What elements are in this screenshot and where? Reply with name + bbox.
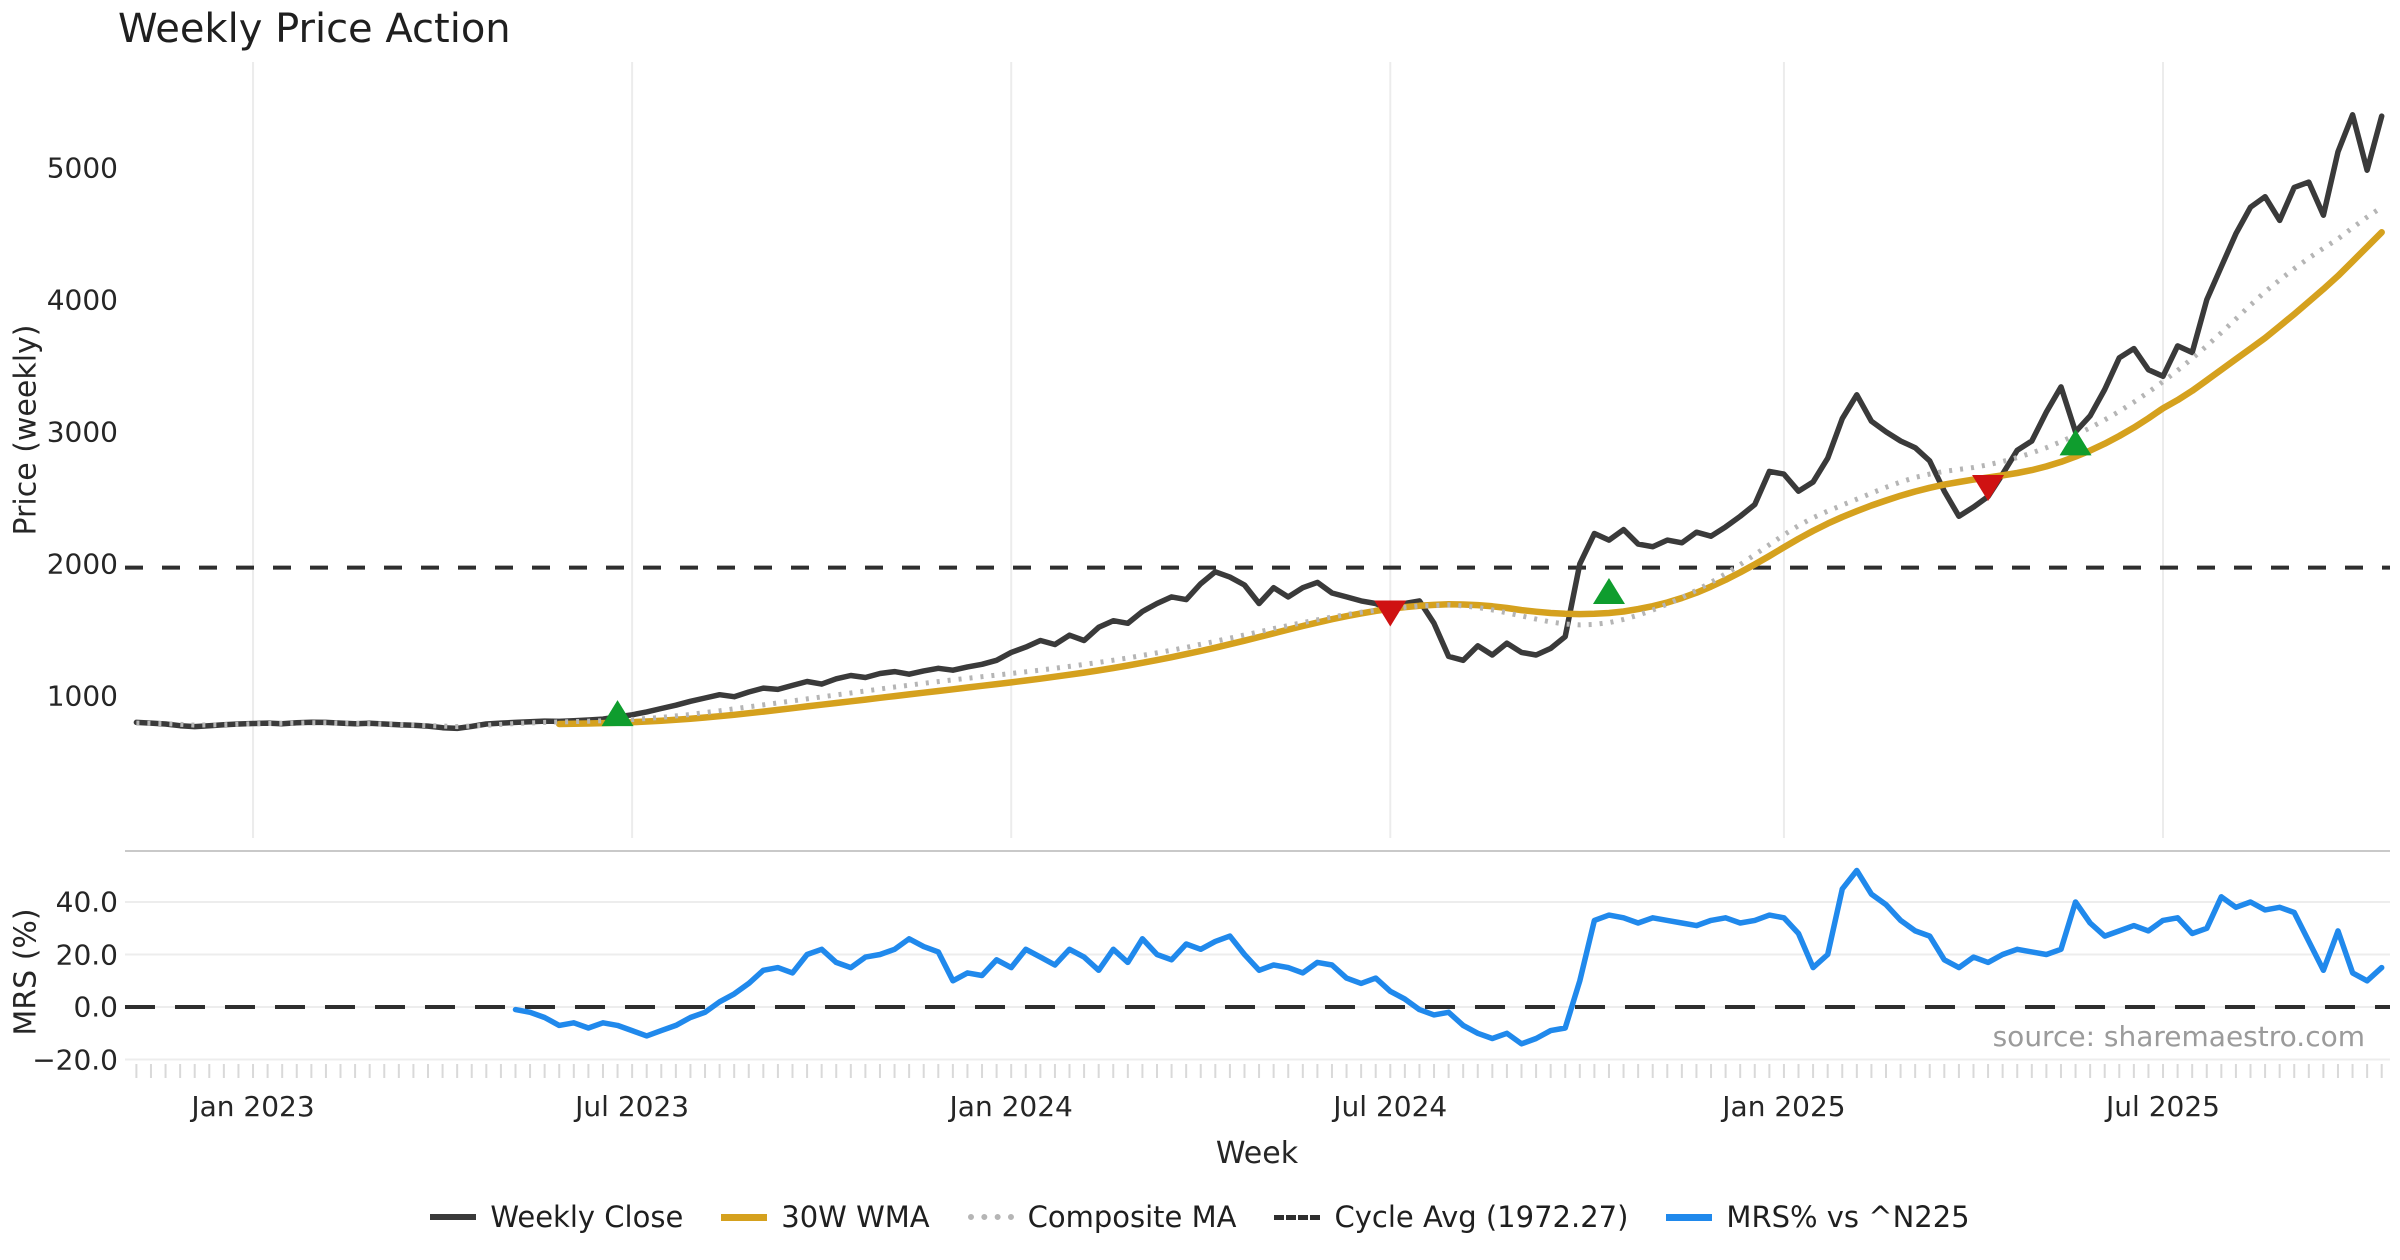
legend-label: Weekly Close — [490, 1200, 684, 1234]
source-attribution: source: sharemaestro.com — [1992, 1020, 2365, 1053]
x-tick-label: Jul 2023 — [575, 1090, 690, 1123]
legend-item: Composite MA — [967, 1200, 1237, 1234]
x-axis-title: Week — [1215, 1136, 1299, 1171]
mrs-ytick-label: 0.0 — [73, 990, 118, 1024]
mrs-ytick-label: −20.0 — [32, 1043, 118, 1076]
x-tick-label: Jan 2025 — [1722, 1090, 1846, 1123]
legend-swatch-dotted — [967, 1214, 1014, 1220]
legend-label: MRS% vs ^N225 — [1726, 1200, 1970, 1234]
mrs-line — [512, 867, 2385, 1047]
legend-label: Cycle Avg (1972.27) — [1334, 1200, 1629, 1234]
price-ytick-label: 3000 — [46, 415, 118, 449]
x-tick-label: Jul 2025 — [2106, 1090, 2220, 1123]
chart-legend: Weekly Close 30W WMA Composite MA Cycle Avg… — [0, 1200, 2400, 1234]
legend-swatch-solid — [721, 1213, 768, 1221]
price-ytick-label: 4000 — [46, 283, 118, 317]
legend-swatch-solid — [430, 1214, 477, 1220]
legend-item: 30W WMA — [721, 1200, 930, 1234]
legend-item: MRS% vs ^N225 — [1666, 1200, 1970, 1234]
x-tick-label: Jul 2024 — [1333, 1090, 1448, 1123]
buy-signal-marker — [601, 700, 634, 727]
sell-signal-marker — [1972, 474, 2005, 501]
x-tick-label: Jan 2023 — [191, 1090, 315, 1123]
chart-title: Weekly Price Action — [118, 6, 511, 52]
price-ytick-label: 1000 — [46, 679, 118, 713]
mrs-ytick-label: 20.0 — [55, 938, 118, 971]
x-tick-label: Jan 2024 — [949, 1090, 1073, 1123]
price-ytick-label: 2000 — [46, 547, 118, 581]
buy-signal-marker — [2059, 429, 2092, 456]
mrs-ytick-label: 40.0 — [55, 885, 118, 919]
legend-item: Cycle Avg (1972.27) — [1274, 1200, 1628, 1234]
price-ytick-label: 5000 — [46, 151, 118, 185]
buy-signal-marker — [1592, 577, 1625, 604]
composite-ma-line — [136, 205, 2384, 730]
legend-swatch-solid — [1666, 1213, 1713, 1221]
legend-label: Composite MA — [1027, 1200, 1237, 1234]
legend-label: 30W WMA — [781, 1200, 930, 1234]
sell-signal-marker — [1374, 600, 1407, 627]
legend-swatch-dashed — [1274, 1214, 1321, 1220]
legend-item: Weekly Close — [430, 1200, 683, 1234]
